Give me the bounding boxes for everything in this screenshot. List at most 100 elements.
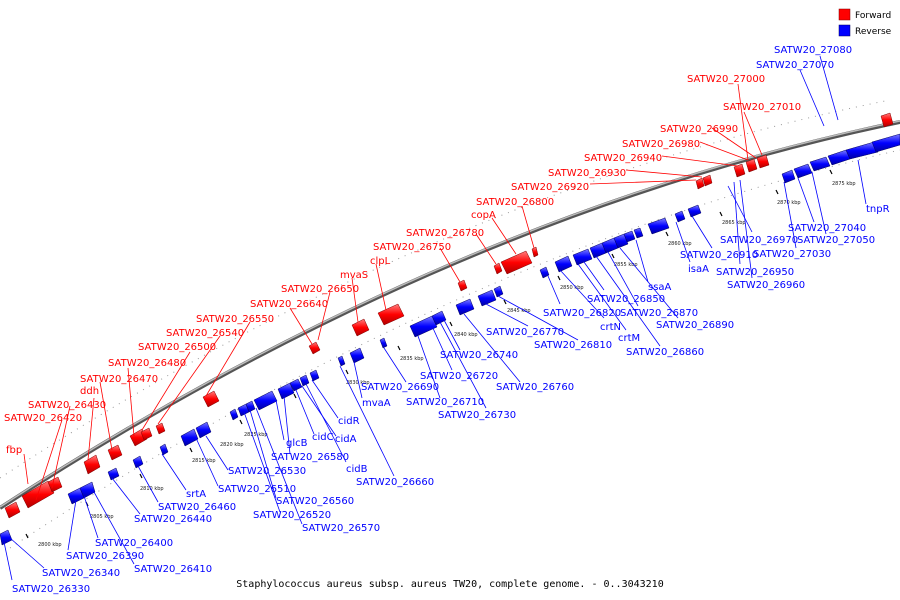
forward-gene <box>47 476 63 493</box>
kbp-label: 2860 kbp <box>668 241 692 247</box>
leader-line <box>311 379 339 419</box>
gene-label: SATW20_26470 <box>80 374 158 385</box>
reverse-gene <box>245 400 256 413</box>
scale-tick <box>719 211 723 217</box>
reverse-gene <box>0 529 13 546</box>
leader-line <box>811 171 827 235</box>
scale-tick <box>829 169 833 175</box>
leader-line <box>737 83 749 161</box>
leader-line <box>607 251 639 307</box>
gene-label: SATW20_27010 <box>723 102 801 113</box>
scale-tick <box>397 345 401 351</box>
reverse-gene <box>827 149 851 166</box>
leader-line <box>255 407 303 525</box>
reverse-gene <box>674 210 686 223</box>
forward-gene <box>531 246 539 258</box>
leader-line <box>417 335 441 399</box>
leader-line <box>661 155 739 167</box>
scale-tick <box>611 253 615 259</box>
scale-tick <box>665 231 669 237</box>
forward-gene <box>457 279 468 292</box>
scale-tick <box>293 393 297 399</box>
gene-label: SATW20_26640 <box>250 299 328 310</box>
gene-label: SATW20_26500 <box>138 342 216 353</box>
forward-gene <box>733 163 746 178</box>
reverse-gene <box>277 382 295 400</box>
gene-label: SATW20_26820 <box>543 308 621 319</box>
gene-label: SATW20_26760 <box>496 382 574 393</box>
leader-line <box>691 215 713 249</box>
leader-line <box>87 397 95 461</box>
gene-label: SATW20_26660 <box>356 477 434 488</box>
scale-tick <box>449 321 453 327</box>
gene-label: SATW20_26420 <box>4 413 82 424</box>
gene-label-cidr: cidR <box>338 416 360 427</box>
reverse-gene <box>253 390 278 411</box>
leader-line <box>619 247 679 319</box>
leader-line <box>739 179 753 279</box>
kbp-label: 2825 kbp <box>244 432 268 438</box>
scale-tick <box>239 419 243 425</box>
reverse-gene <box>379 337 388 349</box>
reverse-gene <box>781 169 796 184</box>
leader-line <box>67 499 77 551</box>
leader-line <box>439 321 487 409</box>
gene-label: SATW20_26460 <box>158 502 236 513</box>
leader-line <box>3 541 13 581</box>
reverse-gene <box>554 255 573 273</box>
gene-label: SATW20_26780 <box>406 228 484 239</box>
gene-label: SATW20_26860 <box>626 347 704 358</box>
leader-line <box>249 409 277 499</box>
gene-label: SATW20_26550 <box>196 314 274 325</box>
leader-line <box>595 255 661 347</box>
legend-label-forward: Forward <box>855 11 891 21</box>
forward-gene <box>500 250 533 275</box>
reverse-gene <box>633 227 644 239</box>
leader-line <box>783 181 797 249</box>
scale-tick <box>775 189 779 195</box>
gene-label: SATW20_26520 <box>253 510 331 521</box>
leader-line <box>275 399 285 441</box>
reverse-gene <box>613 233 629 249</box>
kbp-labels: 2800 kbp 2805 kbp 2810 kbp 2815 kbp 2820… <box>38 181 856 548</box>
forward-gene <box>107 444 123 461</box>
gene-label: SATW20_26850 <box>587 294 665 305</box>
reverse-gene <box>539 266 550 279</box>
leader-line <box>301 385 337 437</box>
leader-line <box>559 269 605 319</box>
gene-label: SATW20_26400 <box>95 538 173 549</box>
leader-line <box>289 307 313 345</box>
reverse-gene <box>793 163 813 179</box>
leader-line <box>305 383 347 463</box>
gene-label: SATW20_26650 <box>281 284 359 295</box>
leader-line <box>9 537 45 569</box>
gene-label: SATW20_26990 <box>660 124 738 135</box>
gene-label-clpl: clpL <box>370 256 391 267</box>
genome-caption: Staphylococcus aureus subsp. aureus TW20… <box>236 579 663 590</box>
gene-label: SATW20_26960 <box>727 280 805 291</box>
leader-line <box>589 179 697 185</box>
gene-label-glcb: glcB <box>286 438 308 449</box>
kbp-label: 2845 kbp <box>507 308 531 314</box>
leader-line <box>733 181 741 265</box>
leader-line <box>137 465 159 503</box>
forward-gene <box>880 112 894 128</box>
leader-line <box>205 321 251 397</box>
leader-line <box>727 185 753 233</box>
gene-label: SATW20_26970 <box>720 235 798 246</box>
leader-line <box>351 277 359 323</box>
kbp-label: 2830 kbp <box>346 380 370 386</box>
forward-leader-lines <box>23 83 763 501</box>
leader-line <box>797 177 815 223</box>
leader-line <box>195 437 219 487</box>
reverse-gene <box>687 204 702 218</box>
gene-label: SATW20_27080 <box>774 45 852 56</box>
leader-line <box>485 303 529 327</box>
leader-line <box>439 247 461 283</box>
gene-label-isaa: isaA <box>688 264 709 275</box>
reverse-gene <box>309 369 320 382</box>
reverse-gene <box>107 467 120 481</box>
kbp-label: 2855 kbp <box>614 262 638 268</box>
leader-line <box>111 477 141 515</box>
